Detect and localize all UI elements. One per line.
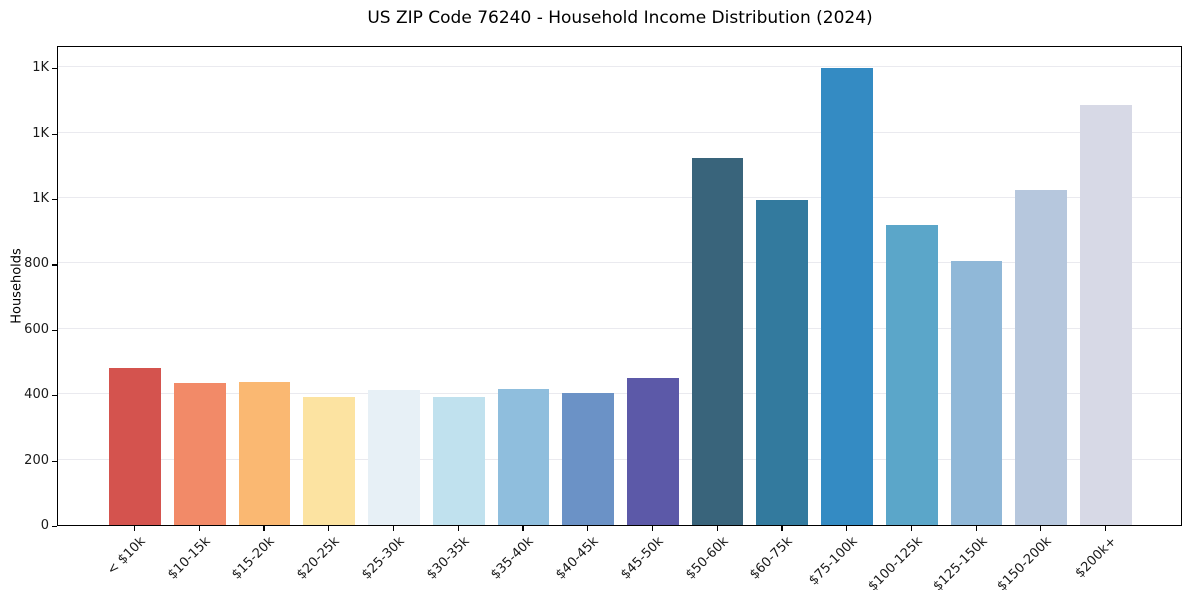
bar-$50-60k — [691, 158, 744, 525]
bar-< $10k — [109, 367, 161, 525]
y-tick-mark — [52, 460, 57, 462]
x-tick-mark — [587, 526, 589, 531]
x-tick-label: $35-40k — [488, 534, 537, 583]
x-tick-label: $60-75k — [747, 534, 796, 583]
bar-$15-20k — [238, 381, 291, 525]
x-tick-mark — [457, 526, 459, 531]
x-tick-label: $100-125k — [865, 534, 926, 590]
x-tick-mark — [1040, 526, 1042, 531]
x-tick-label: $50-60k — [682, 534, 732, 583]
plot-area — [57, 46, 1182, 526]
x-tick-mark — [781, 526, 783, 531]
y-tick-mark — [52, 199, 57, 201]
y-tick-mark — [52, 264, 57, 266]
gridline — [58, 262, 1181, 264]
y-tick-mark — [52, 133, 57, 135]
bar-$20-25k — [303, 397, 356, 525]
gridline — [58, 131, 1181, 133]
bar-$200k+ — [1080, 104, 1132, 525]
y-tick-mark — [52, 395, 57, 397]
bar-$40-45k — [562, 392, 614, 525]
y-tick-label: 800 — [24, 256, 49, 272]
x-tick-mark — [1104, 526, 1107, 531]
bar-$60-75k — [756, 200, 809, 525]
bar-$125-150k — [950, 261, 1003, 525]
gridline — [58, 327, 1181, 329]
x-tick-mark — [198, 526, 200, 531]
y-tick-label: 400 — [24, 387, 49, 403]
y-tick-label: 600 — [24, 321, 49, 337]
x-tick-mark — [910, 526, 912, 531]
bar-$75-100k — [821, 68, 873, 525]
y-tick-label: 1K — [32, 125, 49, 141]
x-tick-mark — [716, 526, 718, 531]
x-tick-label: < $10k — [104, 534, 149, 579]
x-tick-label: $25-30k — [359, 534, 408, 583]
y-tick-mark — [52, 68, 57, 70]
bar-$100-125k — [885, 224, 938, 525]
bar-$45-50k — [626, 377, 679, 525]
x-tick-mark — [975, 526, 977, 531]
y-tick-label: 200 — [24, 452, 49, 468]
gridline — [58, 197, 1181, 199]
x-tick-label: $200k+ — [1072, 534, 1120, 582]
x-tick-mark — [651, 526, 654, 531]
x-tick-label: $40-45k — [553, 534, 602, 583]
x-tick-mark — [846, 526, 848, 531]
gridline — [58, 458, 1181, 460]
y-tick-mark — [52, 526, 57, 528]
gridline — [58, 66, 1181, 68]
y-tick-label: 1K — [32, 191, 49, 207]
x-tick-label: $10-15k — [164, 534, 214, 583]
x-tick-label: $45-50k — [617, 534, 667, 583]
x-tick-label: $20-25k — [294, 534, 343, 583]
x-tick-label: $125-150k — [929, 534, 991, 590]
bar-$25-30k — [368, 390, 420, 525]
x-tick-label: $30-35k — [423, 534, 473, 583]
x-tick-mark — [134, 526, 136, 531]
x-tick-label: $75-100k — [806, 534, 861, 589]
y-tick-mark — [52, 329, 57, 331]
x-tick-mark — [522, 526, 524, 531]
bar-$35-40k — [497, 388, 550, 525]
chart-title: US ZIP Code 76240 - Household Income Dis… — [367, 8, 873, 28]
bar-$10-15k — [173, 383, 226, 525]
x-tick-mark — [392, 526, 395, 531]
x-tick-label: $15-20k — [229, 534, 279, 583]
gridline — [58, 393, 1181, 395]
bar-$30-35k — [432, 397, 485, 525]
x-tick-mark — [263, 526, 265, 531]
x-tick-label: $150-200k — [994, 534, 1055, 590]
x-tick-mark — [328, 526, 330, 531]
bar-$150-200k — [1015, 189, 1068, 525]
y-tick-label: 0 — [40, 518, 49, 533]
y-tick-label: 1K — [32, 60, 49, 76]
